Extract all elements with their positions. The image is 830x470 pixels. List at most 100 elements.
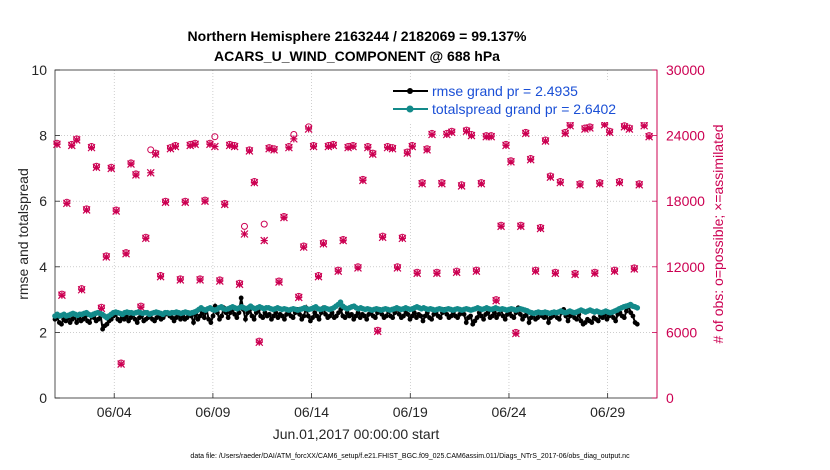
x-axis-label: Jun.01,2017 00:00:00 start bbox=[273, 426, 440, 442]
legend: rmse grand pr = 2.4935 totalspread grand… bbox=[388, 80, 653, 122]
obs-assimilated-point bbox=[136, 303, 145, 312]
obs-assimilated-point bbox=[551, 269, 560, 278]
chart-title-line2: ACARS_U_WIND_COMPONENT @ 688 hPa bbox=[214, 48, 500, 64]
obs-assimilated-point bbox=[581, 125, 589, 133]
obs-assimilated-point bbox=[265, 144, 274, 153]
obs-assimilated-point bbox=[585, 124, 594, 132]
obs-assimilated-point bbox=[452, 268, 461, 277]
obs-assimilated-point bbox=[482, 132, 491, 141]
y-axis-left-label: rmse and totalspread bbox=[15, 168, 31, 300]
obs-assimilated-point bbox=[294, 293, 303, 302]
obs-assimilated-point bbox=[82, 206, 91, 214]
obs-assimilated-point bbox=[442, 130, 451, 139]
y-left-tick-label: 10 bbox=[31, 62, 47, 78]
obs-assimilated-point bbox=[53, 140, 61, 149]
obs-assimilated-point bbox=[87, 143, 96, 152]
y-right-tick-label: 24000 bbox=[666, 128, 705, 144]
obs-assimilated-point bbox=[210, 142, 219, 151]
obs-assimilated-point bbox=[329, 141, 338, 150]
rmse-point bbox=[517, 311, 523, 317]
rmse-point bbox=[290, 315, 296, 321]
x-tick-label: 06/19 bbox=[393, 404, 428, 420]
rmse-point bbox=[411, 310, 417, 316]
obs-assimilated-point bbox=[284, 143, 293, 152]
rmse-point bbox=[372, 315, 378, 321]
rmse-point bbox=[401, 313, 406, 319]
obs-assimilated-point bbox=[457, 181, 466, 190]
obs-assimilated-point bbox=[477, 179, 486, 188]
obs-assimilated-point bbox=[605, 128, 614, 137]
obs-assimilated-point bbox=[176, 275, 185, 284]
rmse-point bbox=[526, 320, 532, 325]
obs-assimilated-point bbox=[447, 128, 456, 137]
rmse-point bbox=[243, 316, 248, 322]
y-axis-right-label: # of obs: o=possible; ×=assimilated bbox=[710, 124, 726, 343]
obs-assimilated-point bbox=[645, 132, 654, 141]
obs-assimilated-point bbox=[418, 179, 427, 188]
rmse-point bbox=[208, 320, 214, 325]
obs-assimilated-point bbox=[408, 142, 417, 151]
rmse-point bbox=[621, 315, 627, 321]
rmse-point bbox=[355, 310, 361, 316]
obs-assimilated-point bbox=[107, 164, 116, 173]
y-left-tick-label: 8 bbox=[39, 128, 47, 144]
obs-assimilated-point bbox=[467, 131, 476, 140]
rmse-point bbox=[59, 321, 64, 327]
rmse-point bbox=[238, 295, 244, 301]
rmse-point bbox=[511, 315, 517, 321]
rmse-point bbox=[420, 318, 426, 324]
obs-assimilated-point bbox=[309, 142, 318, 151]
obs-assimilated-point bbox=[235, 280, 244, 289]
rmse-point bbox=[634, 321, 640, 327]
obs-assimilated-point bbox=[260, 236, 269, 245]
y-right-tick-label: 12000 bbox=[666, 259, 705, 275]
x-tick-label: 06/09 bbox=[195, 404, 230, 420]
y-left-tick-label: 6 bbox=[39, 193, 47, 209]
obs-assimilated-point bbox=[610, 267, 619, 276]
obs-assimilated-point bbox=[206, 140, 214, 149]
obs-assimilated-point bbox=[630, 265, 639, 273]
rmse-point bbox=[219, 313, 225, 319]
obs-assimilated-point bbox=[546, 173, 555, 182]
obs-assimilated-point bbox=[487, 132, 496, 141]
rmse-point bbox=[225, 315, 231, 321]
obs-assimilated-point bbox=[324, 142, 333, 151]
rmse-point bbox=[624, 308, 629, 314]
rmse-point bbox=[405, 311, 411, 317]
obs-assimilated-point bbox=[215, 277, 224, 285]
obs-assimilated-point bbox=[349, 142, 357, 151]
y-axis-right: 0 6000 12000 18000 24000 30000 bbox=[652, 62, 705, 406]
rmse-point bbox=[236, 310, 242, 316]
rmse-point bbox=[535, 315, 541, 321]
x-tick-label: 06/04 bbox=[97, 404, 132, 420]
obs-assimilated-point bbox=[77, 285, 86, 294]
rmse-point bbox=[87, 320, 93, 325]
obs-assimilated-point bbox=[250, 178, 259, 187]
obs-assimilated-point bbox=[556, 178, 565, 187]
rmse-point bbox=[316, 316, 322, 322]
obs-possible-point bbox=[211, 133, 219, 141]
obs-possible-point bbox=[147, 146, 155, 154]
obs-assimilated-point bbox=[507, 157, 515, 166]
legend-box bbox=[388, 80, 653, 122]
obs-assimilated-point bbox=[196, 275, 204, 284]
rmse-point bbox=[297, 311, 302, 317]
obs-assimilated-point bbox=[245, 146, 254, 155]
rmse-point bbox=[282, 316, 287, 322]
y-left-tick-label: 2 bbox=[39, 324, 47, 340]
obs-assimilated-point bbox=[161, 198, 170, 207]
obs-assimilated-point bbox=[625, 125, 634, 133]
obs-assimilated-point bbox=[423, 145, 431, 154]
rmse-point bbox=[437, 315, 443, 321]
y-right-tick-label: 6000 bbox=[666, 324, 697, 340]
rmse-point bbox=[595, 318, 601, 324]
rmse-point bbox=[613, 318, 619, 324]
obs-assimilated-point bbox=[72, 136, 81, 144]
obs-assimilated-point bbox=[314, 272, 323, 281]
x-tick-label: 06/29 bbox=[590, 404, 625, 420]
obs-assimilated-point bbox=[497, 222, 505, 231]
y-axis-left: 0 2 4 6 8 10 bbox=[31, 62, 60, 406]
obs-assimilated-point bbox=[462, 127, 471, 136]
obs-assimilated-point bbox=[67, 141, 76, 150]
obs-assimilated-point bbox=[561, 129, 570, 138]
